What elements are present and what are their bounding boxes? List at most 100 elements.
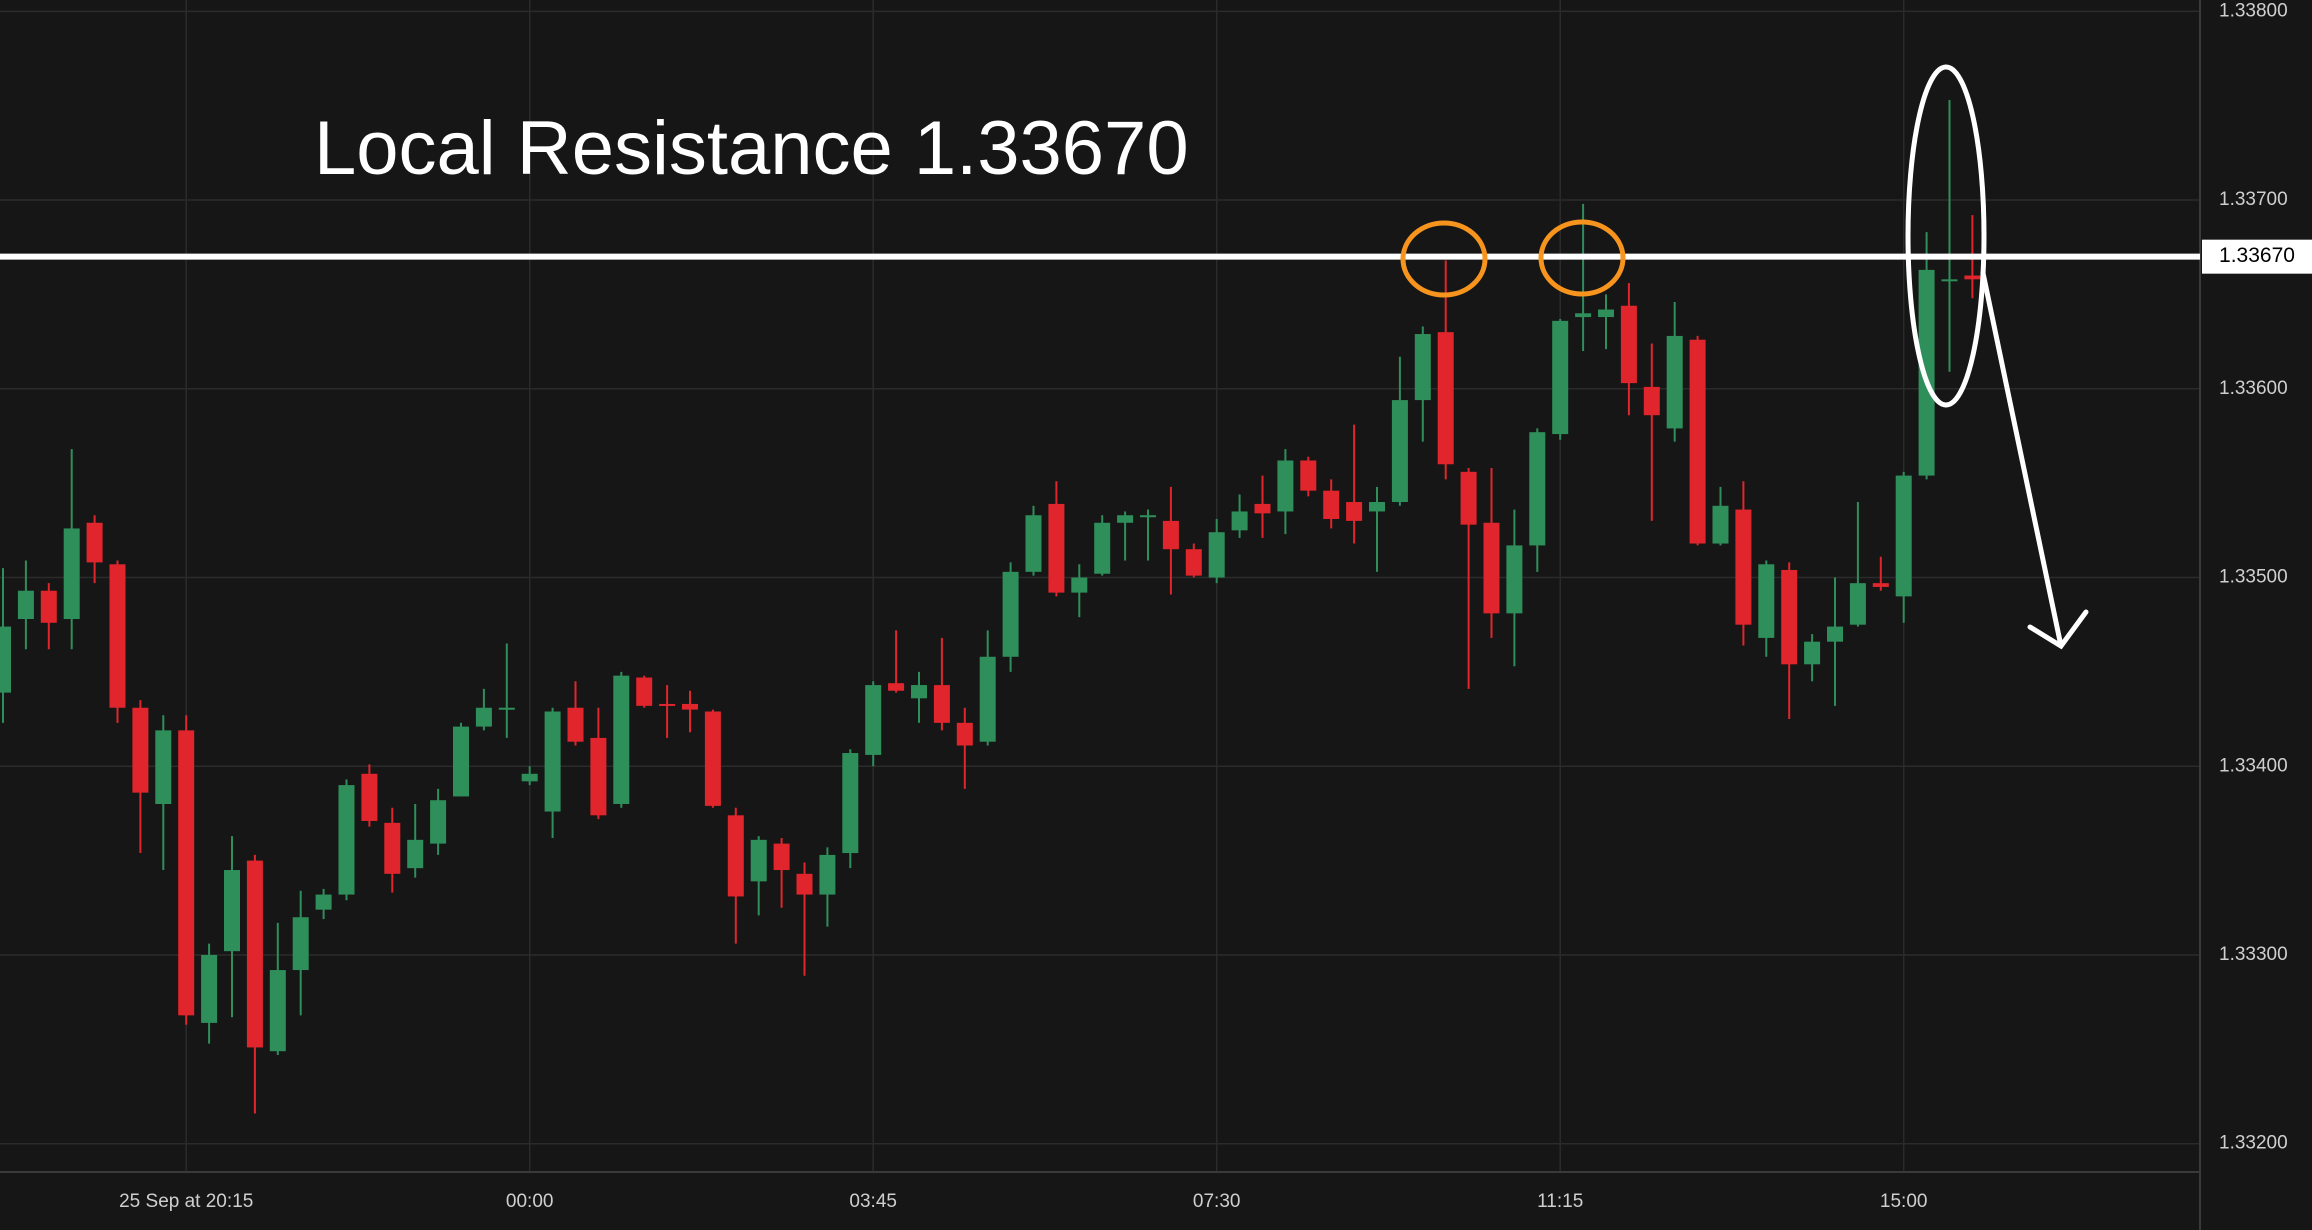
candle-body (1529, 432, 1546, 546)
candle-body (1437, 332, 1454, 465)
candle-body (1094, 522, 1111, 574)
candle-body (155, 730, 172, 804)
candle-body (384, 822, 401, 874)
y-tick-label: 1.33800 (2219, 0, 2288, 21)
candle-body (636, 677, 653, 706)
candle-body (1323, 490, 1340, 520)
candle-body (704, 711, 721, 806)
candle-body (1643, 386, 1660, 416)
resistance-label-box (2202, 239, 2312, 274)
x-tick-label: 11:15 (1537, 1191, 1583, 1212)
candle-body (1414, 334, 1431, 401)
candle-body (315, 894, 332, 910)
candle-body (682, 703, 698, 710)
arrow (1980, 270, 2089, 650)
candle-body (956, 722, 973, 746)
candle-body (269, 970, 286, 1052)
candle-body (819, 854, 836, 895)
candle-body (338, 785, 355, 895)
y-tick-label: 1.33500 (2219, 567, 2288, 588)
candle-body (911, 685, 927, 699)
candle-body (1391, 400, 1408, 503)
candle-body (1002, 571, 1019, 657)
grid (0, 0, 2200, 1172)
candle-body (1827, 626, 1843, 642)
candle-body (590, 737, 607, 816)
candles (0, 100, 1981, 1114)
candle-body (292, 917, 309, 971)
candle-body (1872, 583, 1889, 587)
overlay: 1.33670 (0, 239, 2312, 274)
candle-body (933, 685, 950, 723)
candle-body (1300, 460, 1317, 491)
candle-body (361, 773, 378, 821)
highlight-circle (1400, 220, 1488, 298)
candle-body (979, 656, 996, 742)
y-tick-label: 1.33400 (2219, 755, 2288, 776)
candle-body (1620, 305, 1637, 384)
candle-body (1117, 515, 1134, 523)
y-tick-label: 1.33200 (2219, 1133, 2288, 1154)
candle-body (1254, 503, 1271, 514)
x-tick-label: 25 Sep at 20:15 (119, 1191, 253, 1212)
candle-body (1712, 505, 1729, 544)
candle-body (1849, 583, 1866, 625)
y-tick-label: 1.33600 (2219, 378, 2288, 399)
candle-body (17, 590, 34, 620)
candle-body (407, 839, 424, 869)
candle-body (246, 860, 263, 1048)
candle-body (86, 522, 103, 563)
candle-body (1369, 502, 1385, 512)
candle-body (888, 683, 905, 691)
candle-body (40, 590, 57, 623)
candle-body (1185, 549, 1202, 576)
candle-body (1071, 577, 1088, 593)
candle-body (544, 711, 561, 812)
candle-body (750, 839, 767, 882)
highlight-ellipse (1905, 64, 1987, 408)
candle-body (430, 800, 447, 844)
candle-body (498, 707, 515, 710)
candle-body (109, 564, 126, 708)
candle-body (1598, 309, 1614, 318)
candle-body (773, 843, 790, 871)
x-tick-label: 15:00 (1880, 1191, 1928, 1212)
candle-body (842, 753, 859, 854)
highlight-circle (1538, 219, 1626, 297)
candle-body (1506, 545, 1523, 614)
candle-body (1895, 475, 1912, 597)
candle-body (613, 675, 630, 804)
candle-body (1689, 339, 1706, 544)
candle-body (1735, 509, 1752, 625)
candle-body (1918, 269, 1935, 476)
candle-body (865, 685, 882, 755)
candle-body (1941, 279, 1958, 282)
candle-body (475, 707, 492, 727)
candle-body (0, 626, 11, 693)
candle-body (1758, 564, 1775, 638)
candle-body (201, 954, 218, 1023)
candle-body (727, 815, 744, 897)
candle-body (1048, 503, 1065, 593)
candle-body (1140, 515, 1156, 518)
candle-body (132, 707, 149, 793)
candle-body (63, 528, 80, 620)
candle-body (453, 726, 469, 797)
candle-body (224, 870, 240, 952)
candle-body (1781, 569, 1798, 665)
candle-body (1346, 502, 1363, 521)
candle-body (1277, 460, 1294, 512)
candle-body (1208, 532, 1225, 578)
candle-body (659, 703, 676, 706)
candle-body (521, 773, 538, 782)
x-tick-label: 00:00 (506, 1191, 554, 1212)
y-tick-label: 1.33700 (2219, 189, 2288, 210)
x-tick-label: 03:45 (849, 1191, 897, 1212)
candle-body (567, 707, 584, 742)
candle-body (1964, 275, 1981, 280)
candle-body (1483, 522, 1500, 614)
candle-body (1804, 641, 1821, 665)
candle-body (1552, 320, 1569, 435)
